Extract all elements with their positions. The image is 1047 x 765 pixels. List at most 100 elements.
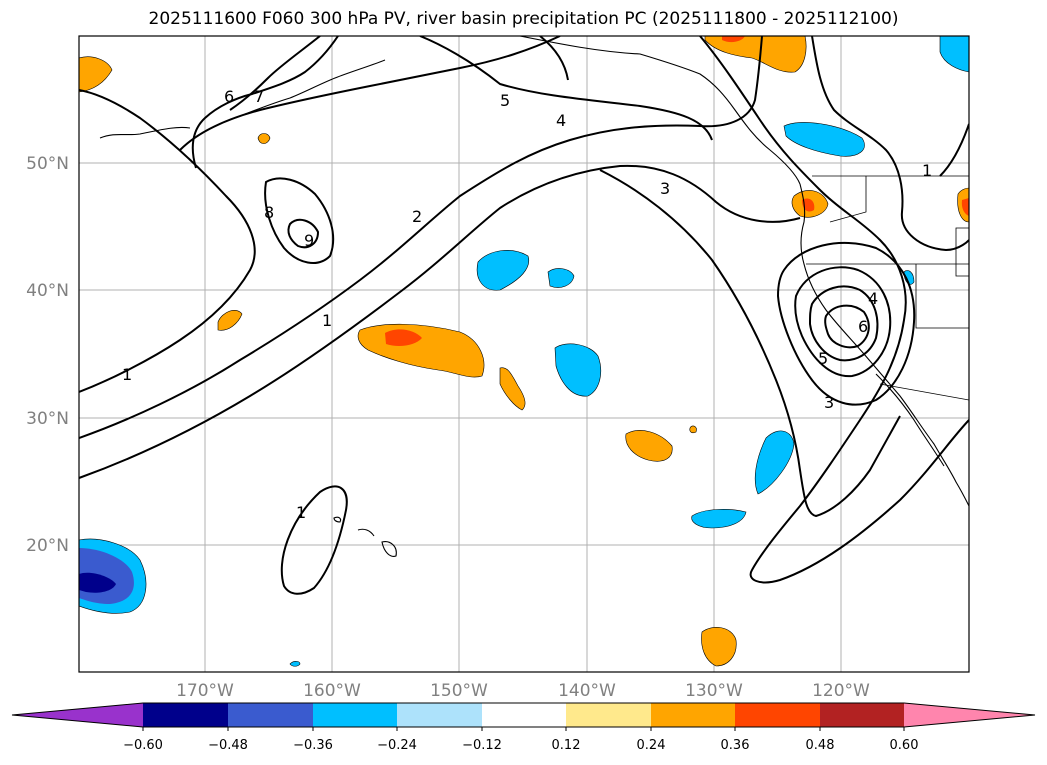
precip-region-blue-e bbox=[754, 430, 795, 495]
contour-label-2: 2 bbox=[412, 207, 422, 226]
contour-pv-6 bbox=[229, 36, 321, 111]
colorbar-bin-2 bbox=[228, 703, 313, 727]
lat-label-30n: 30°N bbox=[26, 409, 69, 429]
colorbar-tick-2: −0.48 bbox=[208, 738, 248, 753]
precip-region-dot-c bbox=[689, 425, 697, 434]
colorbar-tick-5: −0.12 bbox=[462, 738, 502, 753]
contour-pv-1-ne bbox=[939, 123, 969, 177]
precip-region-gulf-alaska bbox=[704, 36, 807, 73]
contour-pv-1-main bbox=[79, 164, 801, 479]
border-state-c bbox=[915, 264, 969, 329]
latitude-labels: 50°N 40°N 30°N 20°N bbox=[26, 154, 69, 556]
precip-region-dot-b bbox=[217, 310, 243, 331]
contour-label-7: 7 bbox=[254, 87, 264, 106]
lon-label-150w: 150°W bbox=[430, 681, 488, 701]
precip-region-bc-coast bbox=[783, 122, 865, 157]
lat-label-20n: 20°N bbox=[26, 536, 69, 556]
contour-pv-4-low bbox=[794, 266, 892, 378]
colorbar-tick-7: 0.24 bbox=[637, 738, 666, 753]
precip-fills bbox=[79, 36, 969, 667]
contour-pv-4-5 bbox=[419, 36, 713, 141]
contour-pv-1-west bbox=[79, 89, 256, 393]
border-state-d bbox=[955, 227, 969, 277]
precip-region-washington-core bbox=[802, 198, 815, 212]
coast-hawaii-b bbox=[381, 541, 397, 557]
lon-label-120w: 120°W bbox=[812, 681, 870, 701]
colorbar-bin-8 bbox=[735, 703, 820, 727]
precip-region-gulf-core bbox=[722, 36, 745, 43]
contour-labels: 6 7 5 4 3 8 9 2 1 1 1 1 4 6 5 3 bbox=[122, 87, 932, 522]
map-title: 2025111600 F060 300 hPa PV, river basin … bbox=[148, 9, 899, 29]
colorbar-tick-4: −0.24 bbox=[377, 738, 417, 753]
precip-region-central-core bbox=[385, 329, 422, 346]
colorbar-tick-10: 0.60 bbox=[890, 738, 919, 753]
colorbar-tick-1: −0.60 bbox=[123, 738, 163, 753]
precip-region-orange-d bbox=[625, 430, 673, 462]
precip-region-nw-corner bbox=[79, 56, 113, 93]
colorbar-bin-9 bbox=[820, 703, 904, 727]
contour-label-1d: 1 bbox=[922, 161, 932, 180]
contour-pv-5-low bbox=[808, 285, 879, 362]
colorbar-tick-marks bbox=[142, 727, 905, 731]
contour-pv-2-trough bbox=[599, 169, 901, 518]
contour-label-6b: 6 bbox=[858, 317, 868, 336]
lat-label-40n: 40°N bbox=[26, 281, 69, 301]
lon-label-160w: 160°W bbox=[303, 681, 361, 701]
contour-label-1a: 1 bbox=[322, 311, 332, 330]
contour-pv-9 bbox=[287, 218, 320, 249]
contour-label-6: 6 bbox=[224, 87, 234, 106]
lon-label-130w: 130°W bbox=[685, 681, 743, 701]
colorbar: −0.60 −0.48 −0.36 −0.24 −0.12 0.12 0.24 … bbox=[11, 702, 1036, 753]
precip-region-blue-b bbox=[547, 268, 575, 288]
plot-border bbox=[78, 35, 970, 673]
contour-pv-8 bbox=[264, 177, 335, 264]
border-state-a bbox=[829, 176, 867, 223]
contour-pv-1-hawaii bbox=[280, 485, 348, 595]
colorbar-tick-8: 0.36 bbox=[721, 738, 750, 753]
precip-region-streak bbox=[499, 367, 526, 411]
colorbar-bin-7 bbox=[651, 703, 735, 727]
coast-hawaii-a bbox=[357, 528, 375, 537]
precip-region-dot bbox=[289, 661, 301, 667]
contour-label-9: 9 bbox=[304, 231, 314, 250]
contour-pv-6-low bbox=[824, 304, 870, 349]
border-us-mexico bbox=[879, 383, 969, 401]
coast-hawaii-c bbox=[333, 516, 342, 523]
contour-pv-2 bbox=[79, 36, 763, 439]
lon-label-170w: 170°W bbox=[176, 681, 234, 701]
precip-region-sw-inner bbox=[79, 572, 116, 593]
colorbar-tick-3: −0.36 bbox=[293, 738, 333, 753]
contour-label-5: 5 bbox=[500, 91, 510, 110]
contour-pv-1-trough bbox=[699, 36, 969, 584]
precip-region-blue-a bbox=[476, 250, 530, 291]
contour-label-1b: 1 bbox=[122, 365, 132, 384]
lon-label-140w: 140°W bbox=[558, 681, 616, 701]
colorbar-bin-1 bbox=[143, 703, 228, 727]
colorbar-bin-4 bbox=[397, 703, 482, 727]
precip-region-east-core bbox=[961, 198, 969, 216]
pv-contours bbox=[79, 36, 969, 595]
contour-label-1c: 1 bbox=[296, 503, 306, 522]
colorbar-over bbox=[904, 703, 1035, 727]
lat-label-50n: 50°N bbox=[26, 154, 69, 174]
colorbar-bin-3 bbox=[313, 703, 397, 727]
coast-baja bbox=[875, 373, 945, 467]
colorbar-tick-6: 0.12 bbox=[552, 738, 581, 753]
colorbar-tick-9: 0.48 bbox=[806, 738, 835, 753]
contour-label-4b: 4 bbox=[868, 289, 878, 308]
borders bbox=[806, 175, 969, 401]
contour-label-3b: 3 bbox=[824, 393, 834, 412]
precip-region-orange-e bbox=[701, 627, 737, 667]
colorbar-bin-6 bbox=[566, 703, 651, 727]
colorbar-under bbox=[12, 703, 143, 727]
contour-pv-7 bbox=[191, 36, 339, 169]
longitude-labels: 170°W 160°W 150°W 140°W 130°W 120°W bbox=[176, 681, 870, 701]
colorbar-bin-5 bbox=[482, 703, 566, 727]
contour-label-4: 4 bbox=[556, 111, 566, 130]
contour-label-3: 3 bbox=[660, 179, 670, 198]
precip-region-blue-d bbox=[691, 509, 747, 529]
coast-alaska-bc bbox=[519, 36, 801, 185]
precip-region-blue-c bbox=[554, 343, 601, 397]
coast-aleutians bbox=[229, 59, 386, 121]
